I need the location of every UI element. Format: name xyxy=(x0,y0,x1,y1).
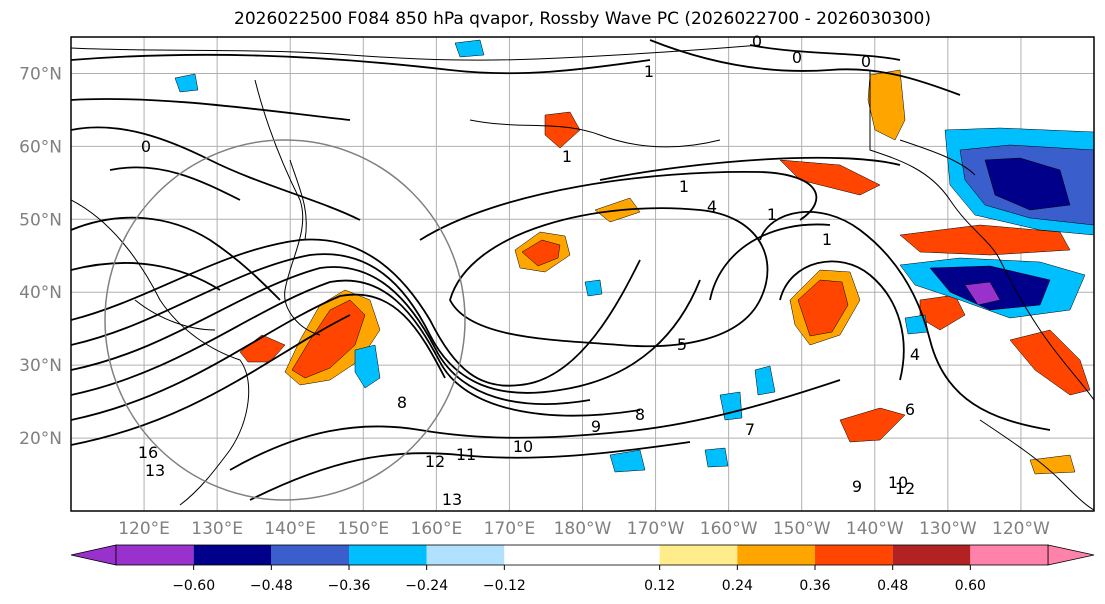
lon-tick-label: 170°W xyxy=(627,519,685,539)
colorbar-tick-label: −0.48 xyxy=(250,578,293,594)
anomaly-negative-small-2 xyxy=(584,279,603,297)
contour-label: 13 xyxy=(442,490,462,509)
colorbar-segment xyxy=(970,545,1048,565)
anomaly-negative-subtropic xyxy=(609,449,646,473)
anomaly-negative-small-1 xyxy=(174,73,199,93)
lat-tick-label: 40°N xyxy=(19,283,62,303)
anomaly-positive-aleutian xyxy=(544,111,581,149)
colorbar-tick-label: −0.24 xyxy=(405,578,448,594)
colorbar-tick-label: −0.12 xyxy=(483,578,526,594)
anomaly-negative-small-4 xyxy=(704,447,729,468)
anomaly-negative-california-core xyxy=(964,281,1001,306)
contour-label: 0 xyxy=(752,32,762,51)
contour-label: 9 xyxy=(852,477,862,496)
contour-label: 6 xyxy=(905,400,915,419)
colorbar-outline xyxy=(115,544,1049,566)
lon-tick-label: 160°W xyxy=(700,519,758,539)
colorbar-tick-label: 0.36 xyxy=(799,578,830,594)
anomaly-positive-japan-west xyxy=(239,334,286,363)
colorbar-segment xyxy=(193,545,272,565)
lon-tick-label: 170°E xyxy=(484,519,536,539)
latitude-tick-labels: 70°N 60°N 50°N 40°N 30°N 20°N xyxy=(19,64,62,449)
colorbar-extend-min xyxy=(70,544,117,566)
lat-tick-label: 50°N xyxy=(19,210,62,230)
contour-label: 1 xyxy=(644,62,654,81)
contour-label: 0 xyxy=(861,52,871,71)
contour-label: 5 xyxy=(677,335,687,354)
colorbar-segment xyxy=(737,545,815,565)
contour-label: 8 xyxy=(635,405,645,424)
anomaly-negative-japan-sea xyxy=(354,344,381,389)
lon-tick-label: 130°W xyxy=(919,519,977,539)
lon-tick-label: 150°E xyxy=(337,519,389,539)
longitude-tick-labels: 120°E 130°E 140°E 150°E 160°E 170°E 180°W 170°W… xyxy=(118,519,1050,539)
anomaly-strong-ne-pacific xyxy=(797,279,849,337)
contour-label: 12 xyxy=(425,452,445,471)
lon-tick-label: 120°E xyxy=(118,519,170,539)
colorbar-tick-label: 0.12 xyxy=(644,578,675,594)
anomaly-positive-canada-north xyxy=(867,69,906,141)
anomaly-strong-japan xyxy=(291,299,366,379)
colorbar-segment xyxy=(815,545,893,565)
map-frame xyxy=(70,36,1095,512)
range-circle xyxy=(104,139,466,501)
colorbar: −0.60 −0.48 −0.36 −0.24 −0.12 0.12 0.24 0.36 0.4… xyxy=(70,544,1095,594)
anomaly-positive-subtropic-east xyxy=(839,407,906,443)
map-title: 2026022500 F084 850 hPa qvapor, Rossby W… xyxy=(234,9,931,29)
coastlines xyxy=(71,44,1094,511)
contour-label: 0 xyxy=(141,137,151,156)
anomaly-negative-small-5 xyxy=(454,39,485,58)
lon-tick-label: 130°E xyxy=(191,519,243,539)
lat-tick-label: 70°N xyxy=(19,64,62,84)
contour-label: 1 xyxy=(562,147,572,166)
contour-label: 10 xyxy=(513,437,533,456)
contour-label: 1 xyxy=(767,205,777,224)
colorbar-tick-label: −0.36 xyxy=(328,578,371,594)
contour-label: 0 xyxy=(792,48,802,67)
anomaly-positive-east-low xyxy=(1029,454,1076,475)
anomaly-strong-mid-pacific xyxy=(521,239,561,267)
anomaly-shading xyxy=(174,39,1094,475)
contour-label: 1 xyxy=(679,177,689,196)
anomaly-negative-tropic-west xyxy=(754,365,776,396)
colorbar-tick-label: −0.60 xyxy=(172,578,215,594)
colorbar-segment xyxy=(349,545,427,565)
contour-label: 4 xyxy=(707,197,717,216)
contour-label: 11 xyxy=(456,445,476,464)
lat-tick-label: 30°N xyxy=(19,356,62,376)
colorbar-segment xyxy=(659,545,738,565)
colorbar-extend-max xyxy=(1047,544,1095,566)
lon-tick-label: 150°W xyxy=(773,519,831,539)
colorbar-segment xyxy=(426,545,505,565)
lon-tick-label: 140°E xyxy=(264,519,316,539)
contour-label: 1 xyxy=(822,230,832,249)
contour-label: 9 xyxy=(591,417,601,436)
lon-tick-label: 180°W xyxy=(554,519,612,539)
colorbar-tick-label: 0.24 xyxy=(722,578,753,594)
contour-label: 7 xyxy=(745,420,755,439)
colorbar-segment xyxy=(116,545,194,565)
colorbar-segment xyxy=(892,545,971,565)
colorbar-tick-label: 0.60 xyxy=(955,578,986,594)
colorbar-segment xyxy=(504,545,660,565)
contour-label: 16 xyxy=(138,443,158,462)
colorbar-tick-label: 0.48 xyxy=(877,578,908,594)
anomaly-positive-baja xyxy=(1009,329,1091,396)
lat-tick-label: 60°N xyxy=(19,137,62,157)
colorbar-segment xyxy=(271,545,349,565)
lon-tick-label: 120°W xyxy=(992,519,1050,539)
anomaly-negative-pnw-deep xyxy=(984,157,1071,211)
contours xyxy=(71,39,1051,501)
contour-label: 12 xyxy=(895,479,915,498)
contour-label: 8 xyxy=(397,393,407,412)
lon-tick-label: 140°W xyxy=(846,519,904,539)
lon-tick-label: 160°E xyxy=(411,519,463,539)
anomaly-negative-small-3 xyxy=(904,314,929,335)
contour-label: 10 xyxy=(888,473,908,492)
contour-label: 4 xyxy=(910,345,920,364)
lat-tick-label: 20°N xyxy=(19,429,62,449)
contour-label: 13 xyxy=(145,461,165,480)
